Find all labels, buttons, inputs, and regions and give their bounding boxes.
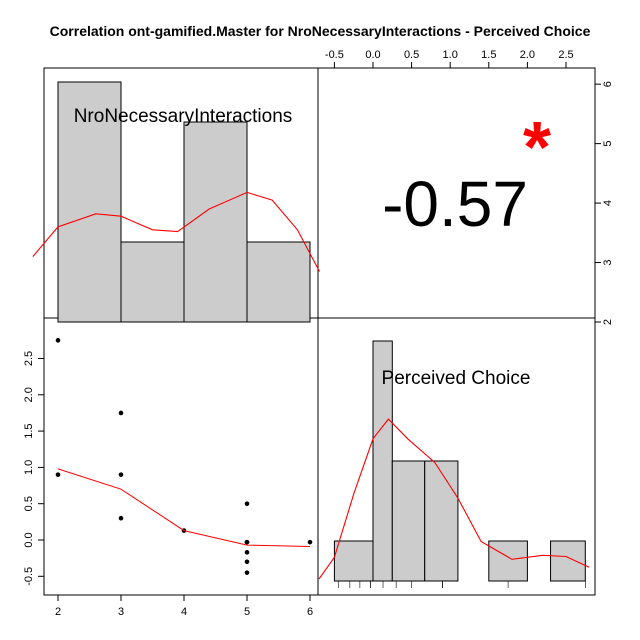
left-y-tick-label: 2.5 <box>23 351 35 366</box>
scatter-point <box>55 338 61 343</box>
histogram-y-label: Perceived Choice <box>382 368 531 389</box>
scatter-point <box>118 472 124 477</box>
density-curve-y <box>318 418 590 580</box>
scatter-point <box>244 501 250 507</box>
histogram-y-bar <box>488 540 528 582</box>
scatter-point <box>244 539 250 545</box>
histogram-x-label: NroNecessaryInteractions <box>74 106 293 127</box>
histogram-x-bar <box>57 81 122 323</box>
top-x-tick-label: 1.0 <box>443 49 458 61</box>
significance-star: * <box>523 108 551 188</box>
top-x-tick-label: 0.0 <box>365 49 380 61</box>
left-y-tick-label: 0.5 <box>23 496 35 511</box>
right-y-tick-label: 5 <box>602 141 614 147</box>
top-x-tick-label: 0.5 <box>404 49 419 61</box>
histogram-x-bar <box>246 241 311 323</box>
top-x-tick-label: -0.5 <box>325 49 344 61</box>
histogram-y-bar <box>424 460 459 582</box>
histogram-y-bar <box>391 460 426 582</box>
panel-frame <box>317 317 596 596</box>
left-y-tick-label: -0.5 <box>23 567 35 586</box>
left-y-tick-label: 2.0 <box>23 387 35 402</box>
scatter-point <box>244 570 250 575</box>
histogram-x-bar <box>120 241 185 323</box>
panel-frame <box>43 317 319 596</box>
top-x-tick-label: 1.5 <box>481 49 496 61</box>
histogram-y-bar <box>333 540 374 582</box>
scatter-point <box>244 559 250 565</box>
histogram-x-bar <box>183 121 248 323</box>
smooth-line <box>57 468 311 547</box>
scatter-point <box>244 550 250 555</box>
scatter-point <box>307 539 313 545</box>
scatter-point <box>118 515 124 521</box>
right-y-tick-label: 4 <box>602 200 614 206</box>
bottom-x-tick-label: 6 <box>307 606 313 618</box>
histogram-y-bar <box>550 540 586 582</box>
correlation-value: -0.57 <box>382 168 528 240</box>
bottom-x-tick-label: 4 <box>181 606 187 618</box>
left-y-tick-label: 1.5 <box>23 423 35 438</box>
chart-title: Correlation ont-gamified.Master for NroN… <box>50 23 591 39</box>
density-curve-x <box>32 191 320 272</box>
top-x-tick-label: 2.5 <box>558 49 573 61</box>
bottom-x-tick-label: 5 <box>244 606 250 618</box>
chart-marks <box>32 81 590 588</box>
right-y-tick-label: 3 <box>602 259 614 265</box>
axes: 2 3 4 5 6 -0.5 0.0 0.5 1.0 1.5 2.0 2.5 -0.5 0.0 0.5 1.0… <box>23 49 614 618</box>
bottom-x-tick-label: 3 <box>118 606 124 618</box>
left-y-tick-label: 0.0 <box>23 532 35 547</box>
right-y-tick-label: 6 <box>602 81 614 87</box>
scatter-point <box>118 410 124 416</box>
bottom-x-tick-label: 2 <box>55 606 61 618</box>
panels <box>43 67 596 596</box>
right-y-tick-label: 2 <box>602 319 614 325</box>
top-x-tick-label: 2.0 <box>520 49 535 61</box>
left-y-tick-label: 1.0 <box>23 460 35 475</box>
scatter-point <box>55 472 61 477</box>
